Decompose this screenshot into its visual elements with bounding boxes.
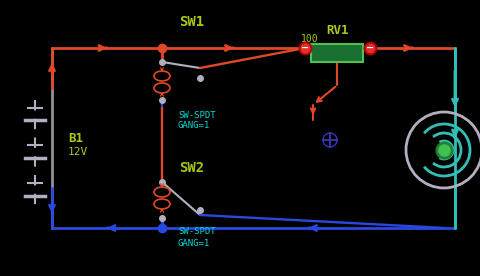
Text: B1: B1: [68, 131, 83, 145]
Text: SW-SPDT: SW-SPDT: [178, 110, 215, 120]
Text: SW2: SW2: [179, 161, 204, 175]
Text: GANG=1: GANG=1: [178, 121, 210, 131]
Text: RV1: RV1: [325, 25, 348, 38]
Text: −: −: [365, 43, 373, 53]
Text: SW-SPDT: SW-SPDT: [178, 227, 215, 237]
Bar: [311, 44, 363, 62]
Text: SW1: SW1: [179, 15, 204, 29]
Text: −: −: [300, 43, 309, 53]
Text: 12V: 12V: [68, 147, 88, 157]
Text: GANG=1: GANG=1: [178, 238, 210, 248]
Text: 100: 100: [300, 34, 318, 44]
